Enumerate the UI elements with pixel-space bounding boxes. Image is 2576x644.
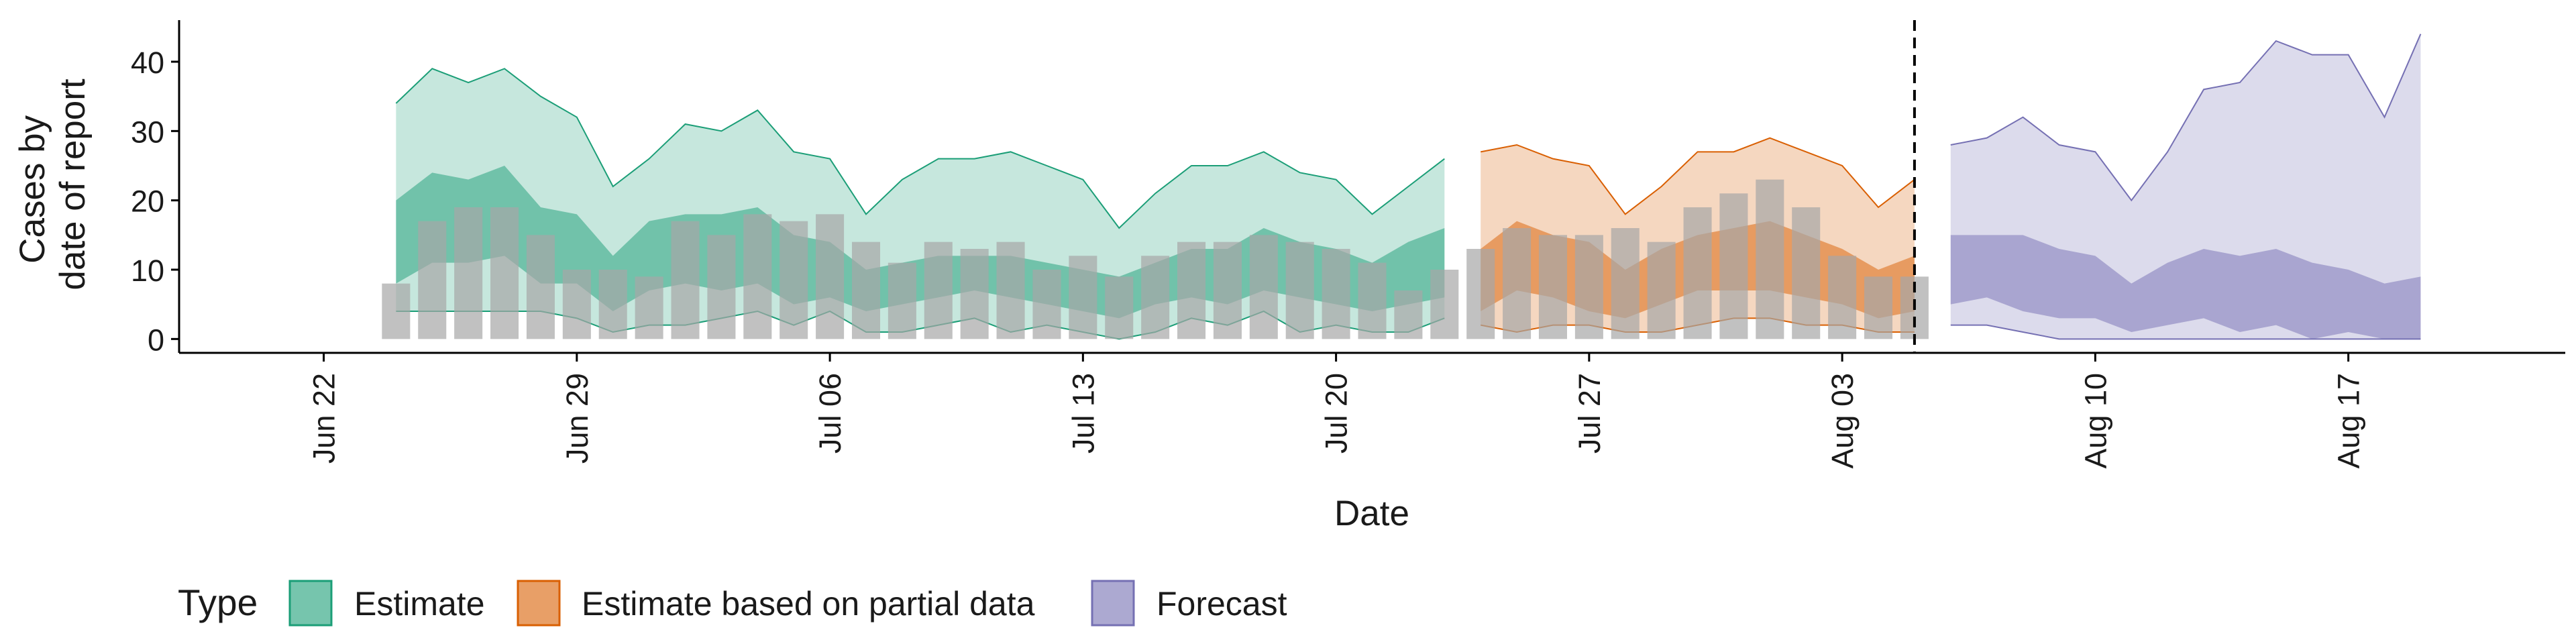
y-ticks: 0 10 20 30 40	[131, 46, 179, 357]
observed-bar	[1430, 270, 1459, 339]
observed-bar	[418, 221, 447, 339]
observed-bar	[996, 241, 1025, 339]
y-tick-label: 20	[131, 184, 164, 219]
x-tick-label: Jun 22	[307, 373, 341, 464]
observed-bar	[1177, 241, 1206, 339]
observed-bar	[1032, 270, 1061, 339]
observed-bar	[1864, 276, 1893, 339]
legend: Type Estimate Estimate based on partial …	[178, 580, 1287, 627]
observed-bar	[490, 207, 519, 339]
observed-bar	[1792, 207, 1821, 339]
y-tick-label: 40	[131, 46, 164, 80]
observed-bar	[1322, 249, 1350, 339]
observed-bar	[1105, 276, 1134, 339]
observed-bar	[1574, 235, 1603, 339]
observed-bar	[1503, 228, 1532, 339]
band-upper-edge-1	[1480, 137, 1915, 215]
y-tick-label: 30	[131, 115, 164, 149]
legend-label-partial: Estimate based on partial data	[582, 585, 1035, 623]
y-tick-label: 0	[148, 323, 164, 357]
observed-bar	[1141, 256, 1170, 339]
observed-bar	[1538, 235, 1567, 339]
observed-bar	[707, 235, 736, 339]
legend-key-estimate	[288, 580, 333, 627]
observed-bar	[1611, 228, 1640, 339]
observed-bar	[960, 249, 989, 339]
observed-bar	[382, 283, 411, 339]
x-tick-label: Jun 29	[560, 373, 594, 464]
y-axis-title: Cases by date of report	[13, 78, 93, 290]
observed-bar	[1249, 235, 1278, 339]
observed-bar	[1358, 262, 1387, 339]
observed-bar	[671, 221, 700, 339]
x-tick-label: Jul 06	[813, 373, 847, 453]
legend-key-forecast	[1091, 580, 1135, 627]
observed-bar	[526, 235, 555, 339]
observed-bar	[562, 270, 591, 339]
observed-bar	[1647, 241, 1676, 339]
band-50-2	[1950, 235, 2421, 339]
band-lower-edge-2	[1950, 324, 2421, 340]
y-axis-title-line-2: date of report	[53, 78, 93, 290]
legend-title: Type	[178, 582, 258, 623]
x-tick-label: Jul 27	[1572, 373, 1607, 453]
legend-label-forecast: Forecast	[1157, 585, 1287, 623]
observed-bar	[635, 276, 663, 339]
observed-bar	[888, 262, 916, 339]
observed-bar	[1466, 249, 1495, 339]
observed-bar	[1285, 241, 1314, 339]
observed-bar	[598, 270, 627, 339]
y-axis-title-line-1: Cases by	[13, 115, 52, 263]
x-axis-title: Date	[1334, 494, 1409, 533]
y-tick-label: 10	[131, 254, 164, 288]
observed-bar	[1719, 193, 1748, 339]
observed-bar	[454, 207, 483, 339]
observed-bar	[1394, 290, 1423, 339]
x-tick-label: Jul 13	[1066, 373, 1100, 453]
observed-bars	[382, 179, 1929, 339]
observed-bar	[1069, 256, 1097, 339]
x-tick-label: Aug 03	[1825, 373, 1860, 469]
observed-bar	[1213, 241, 1242, 339]
x-tick-label: Aug 17	[2332, 373, 2366, 469]
observed-bar	[1756, 179, 1784, 339]
observed-bar	[816, 214, 845, 339]
observed-bar	[743, 214, 772, 339]
band-upper-edge-0	[395, 68, 1445, 229]
x-tick-label: Aug 10	[2078, 373, 2112, 469]
observed-bar	[1828, 256, 1857, 339]
legend-label-estimate: Estimate	[354, 585, 485, 623]
x-tick-label: Jul 20	[1320, 373, 1354, 453]
band-upper-edge-2	[1950, 34, 2422, 202]
x-ticks: Jun 22 Jun 29 Jul 06 Jul 13 Jul 20 Jul 27 Aug …	[307, 353, 2366, 469]
observed-bar	[1683, 207, 1712, 339]
observed-bar	[924, 241, 953, 339]
observed-bar	[780, 221, 808, 339]
observed-bar	[851, 241, 881, 339]
legend-key-partial	[517, 580, 561, 627]
